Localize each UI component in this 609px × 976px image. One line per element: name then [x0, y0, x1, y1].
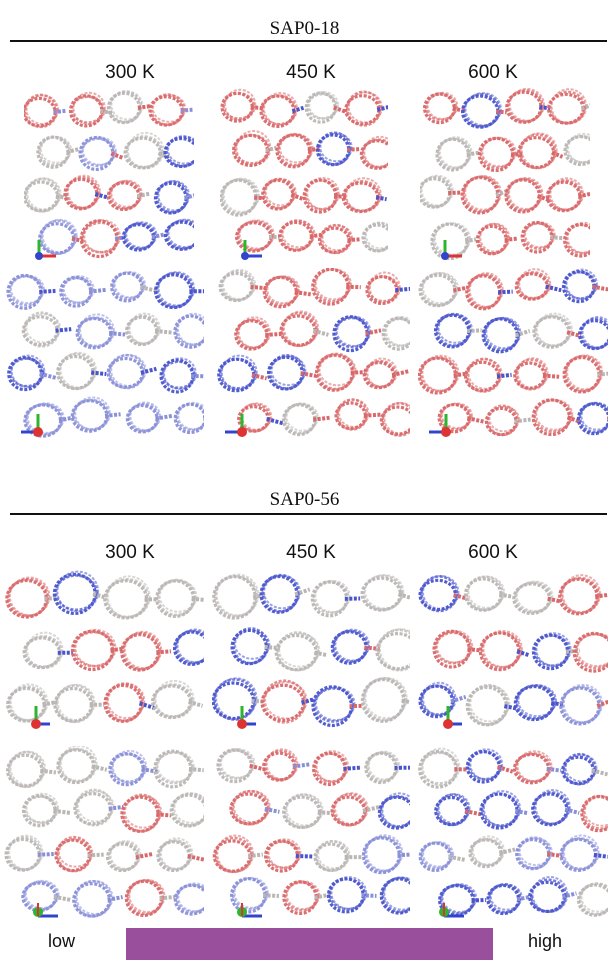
- section-title-sap0-56: SAP0-56: [269, 489, 340, 510]
- structure-panel-sap0-18-600k-top: [420, 88, 590, 260]
- framework-rings: [212, 747, 410, 916]
- structure-panel-sap0-18-300k-side: [4, 268, 204, 440]
- legend-high-label: high: [528, 931, 563, 951]
- temp-label-600k: 600 K: [468, 62, 518, 83]
- structure-panel-sap0-56-600k-top: [418, 570, 608, 730]
- orientation-axes-icon: [439, 903, 464, 918]
- framework-rings: [420, 88, 590, 260]
- structure-panel-sap0-56-300k-top: [4, 570, 204, 730]
- section-title-sap0-18: SAP0-18: [269, 18, 340, 39]
- framework-rings: [5, 570, 204, 724]
- structure-panel-sap0-18-450k-top: [220, 88, 388, 260]
- orientation-axes-icon: [241, 240, 262, 260]
- orientation-axes-icon: [31, 706, 50, 729]
- orientation-axes-icon: [21, 414, 43, 437]
- temp-label-600k: 600 K: [468, 542, 518, 563]
- structure-panel-sap0-56-450k-top: [212, 570, 410, 730]
- orientation-axes-icon: [429, 414, 451, 437]
- structure-panel-sap0-18-300k-top: [24, 88, 194, 260]
- structure-panel-sap0-18-450k-side: [214, 268, 410, 440]
- orientation-axes-icon: [225, 414, 247, 437]
- structure-panel-sap0-18-600k-side: [418, 268, 608, 440]
- legend-low-label: low: [48, 931, 76, 951]
- section-rule: [10, 513, 607, 515]
- temp-label-300k: 300 K: [105, 542, 155, 563]
- framework-rings: [24, 90, 194, 259]
- temp-label-450k: 450 K: [286, 62, 336, 83]
- orientation-axes-icon: [441, 240, 462, 260]
- orientation-axes-icon: [443, 706, 462, 729]
- framework-rings: [212, 573, 410, 728]
- framework-rings: [217, 268, 410, 437]
- framework-rings: [220, 88, 388, 255]
- structure-panel-sap0-56-300k-side: [4, 746, 204, 920]
- orientation-axes-icon: [237, 903, 262, 918]
- framework-rings: [418, 574, 608, 727]
- orientation-axes-icon: [237, 706, 256, 729]
- orientation-axes-icon: [33, 903, 58, 918]
- framework-rings: [418, 747, 608, 917]
- temp-label-300k: 300 K: [105, 62, 155, 83]
- legend-colorbar: [126, 928, 493, 960]
- structure-panel-sap0-56-450k-side: [212, 746, 410, 920]
- framework-rings: [418, 268, 608, 437]
- structure-panel-sap0-56-600k-side: [418, 746, 608, 920]
- framework-rings: [4, 746, 204, 918]
- orientation-axes-icon: [35, 240, 56, 260]
- temp-label-450k: 450 K: [286, 542, 336, 563]
- framework-rings: [6, 270, 204, 438]
- section-rule: [10, 40, 607, 42]
